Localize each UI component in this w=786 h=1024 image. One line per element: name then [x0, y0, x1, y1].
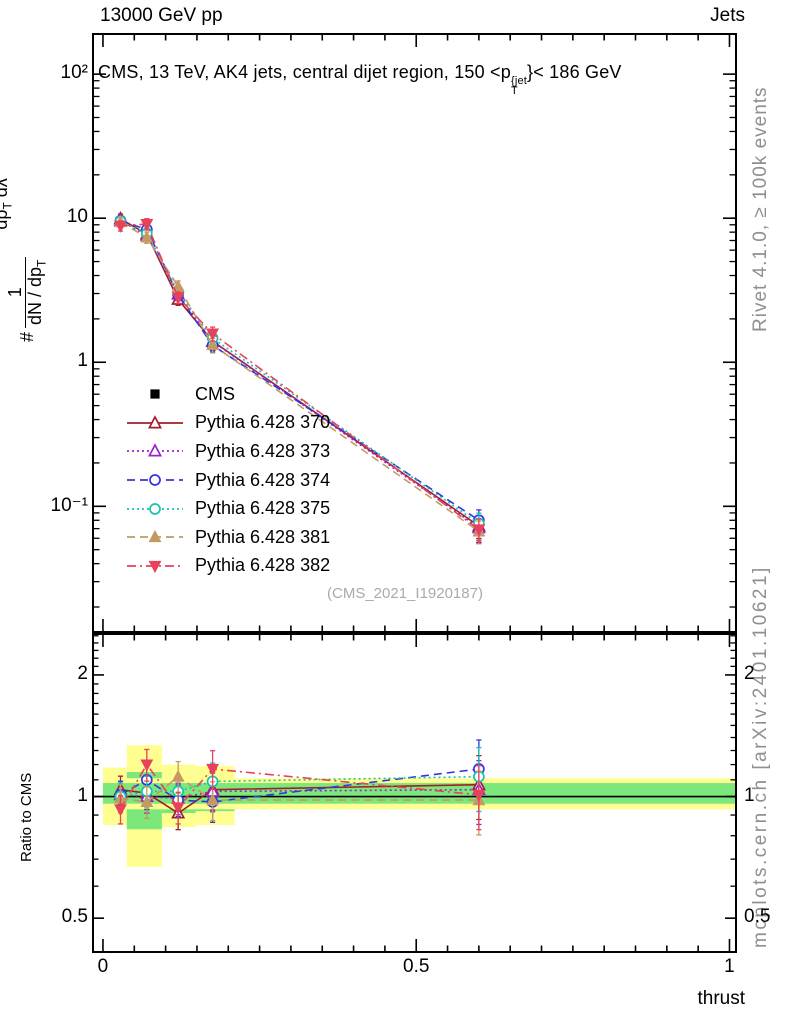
- legend-item: Pythia 6.428 373: [126, 437, 330, 466]
- series-line: [120, 223, 480, 531]
- legend-marker: [150, 389, 160, 399]
- rivet-version-label: Rivet 4.1.0, ≥ 100k events: [750, 86, 771, 332]
- plot-frame: [92, 33, 737, 633]
- data-marker: [140, 230, 154, 243]
- legend-marker-sample: [127, 443, 183, 457]
- ratio-plot-panel: [92, 633, 737, 953]
- main-y-axis-label: # 1 dN / dpT # d²N dpT dλ: [0, 175, 49, 342]
- ratio-data-marker: [206, 793, 220, 806]
- data-marker: [206, 328, 220, 341]
- data-marker: [472, 524, 486, 537]
- legend-marker: [149, 502, 161, 515]
- ratio-y-axis-label: Ratio to CMS: [18, 772, 35, 862]
- mcplots-credit-wrap: mcplots.cern.ch [arXiv:2401.10621]: [750, 565, 786, 970]
- legend-item: Pythia 6.428 375: [126, 494, 330, 523]
- hash-symbol: #: [0, 237, 4, 247]
- legend-marker: [147, 443, 163, 457]
- legend-item: Pythia 6.428 382: [126, 552, 330, 581]
- main-y-tick-label: 10: [66, 206, 88, 228]
- rivet-version-wrap: Rivet 4.1.0, ≥ 100k events: [750, 86, 786, 354]
- plot-title: CMS, 13 TeV, AK4 jets, central dijet reg…: [98, 62, 622, 97]
- legend-label: CMS: [195, 383, 235, 404]
- main-y-tick-label: 10²: [60, 62, 88, 84]
- y-label-fraction-2: # d²N dpT dλ: [0, 175, 15, 247]
- legend-marker-sample: [127, 474, 183, 486]
- legend-marker-sample: [127, 530, 183, 543]
- legend-marker: [148, 560, 162, 573]
- ratio-data-marker: [114, 804, 127, 817]
- ratio-data-marker: [472, 789, 486, 802]
- main-y-tick-label: 1: [77, 350, 88, 372]
- title-superscript: {jet: [510, 75, 528, 87]
- beam-energy-label: 13000 GeV pp: [100, 5, 223, 26]
- ratio-y-tick-label-left: 2: [77, 662, 88, 684]
- ratio-data-marker: [140, 794, 154, 808]
- data-marker: [171, 292, 185, 305]
- legend-marker-sample: [127, 415, 183, 429]
- main-y-tick-label: 10⁻¹: [50, 495, 89, 517]
- x-tick-label: 1: [724, 956, 735, 977]
- ratio-data-marker: [206, 763, 220, 777]
- ratio-data-marker: [171, 802, 185, 815]
- mcplots-credit-label: mcplots.cern.ch [arXiv:2401.10621]: [750, 565, 771, 948]
- legend-item: Pythia 6.428 370: [126, 409, 330, 438]
- data-marker: [171, 279, 185, 292]
- x-tick-label: 0.5: [403, 956, 430, 977]
- data-marker: [114, 220, 127, 233]
- x-tick-label: 0: [97, 956, 109, 977]
- legend-item: CMS: [126, 380, 330, 409]
- legend-label: Pythia 6.428 375: [195, 498, 331, 519]
- legend-marker: [147, 415, 163, 429]
- ratio-series-line: [120, 788, 479, 800]
- data-marker: [206, 337, 220, 350]
- series-line: [120, 219, 480, 521]
- legend-item: Pythia 6.428 381: [126, 523, 330, 552]
- y-label-fraction-1: # 1 dN / dpT: [5, 256, 49, 342]
- ratio-y-tick-label-left: 1: [77, 784, 88, 806]
- legend-label: Pythia 6.428 382: [195, 555, 331, 576]
- ratio-y-tick-label-right: 0.5: [744, 906, 771, 928]
- legend-marker-sample: [150, 389, 160, 399]
- legend-marker-sample: [127, 502, 183, 515]
- legend-label: Pythia 6.428 374: [195, 469, 331, 490]
- legend-marker-sample: [127, 560, 183, 573]
- legend-label: Pythia 6.428 373: [195, 440, 331, 461]
- legend-label: Pythia 6.428 370: [195, 412, 331, 433]
- ratio-data-marker: [171, 769, 185, 782]
- legend-marker: [148, 530, 162, 543]
- data-marker: [140, 218, 154, 232]
- legend-item: Pythia 6.428 374: [126, 466, 330, 495]
- ratio-data-marker: [140, 759, 154, 772]
- ratio-y-tick-label-right: 1: [744, 784, 755, 806]
- ratio-y-tick-label-right: 2: [744, 662, 755, 684]
- title-subscript: T: [510, 84, 518, 97]
- analysis-group-label: Jets: [710, 5, 745, 26]
- analysis-id-watermark: (CMS_2021_I1920187): [327, 585, 483, 602]
- legend: CMS Pythia 6.428 370 Pythia 6.428 373 Pythi…: [126, 380, 330, 580]
- plot-frame: [92, 633, 737, 953]
- series-line: [120, 221, 480, 533]
- main-plot-panel: [92, 33, 737, 633]
- hash-symbol: #: [16, 331, 37, 342]
- legend-label: Pythia 6.428 381: [195, 526, 331, 547]
- x-axis-label: thrust: [697, 988, 745, 1009]
- legend-marker: [149, 474, 161, 486]
- ratio-y-tick-label-left: 0.5: [61, 906, 88, 928]
